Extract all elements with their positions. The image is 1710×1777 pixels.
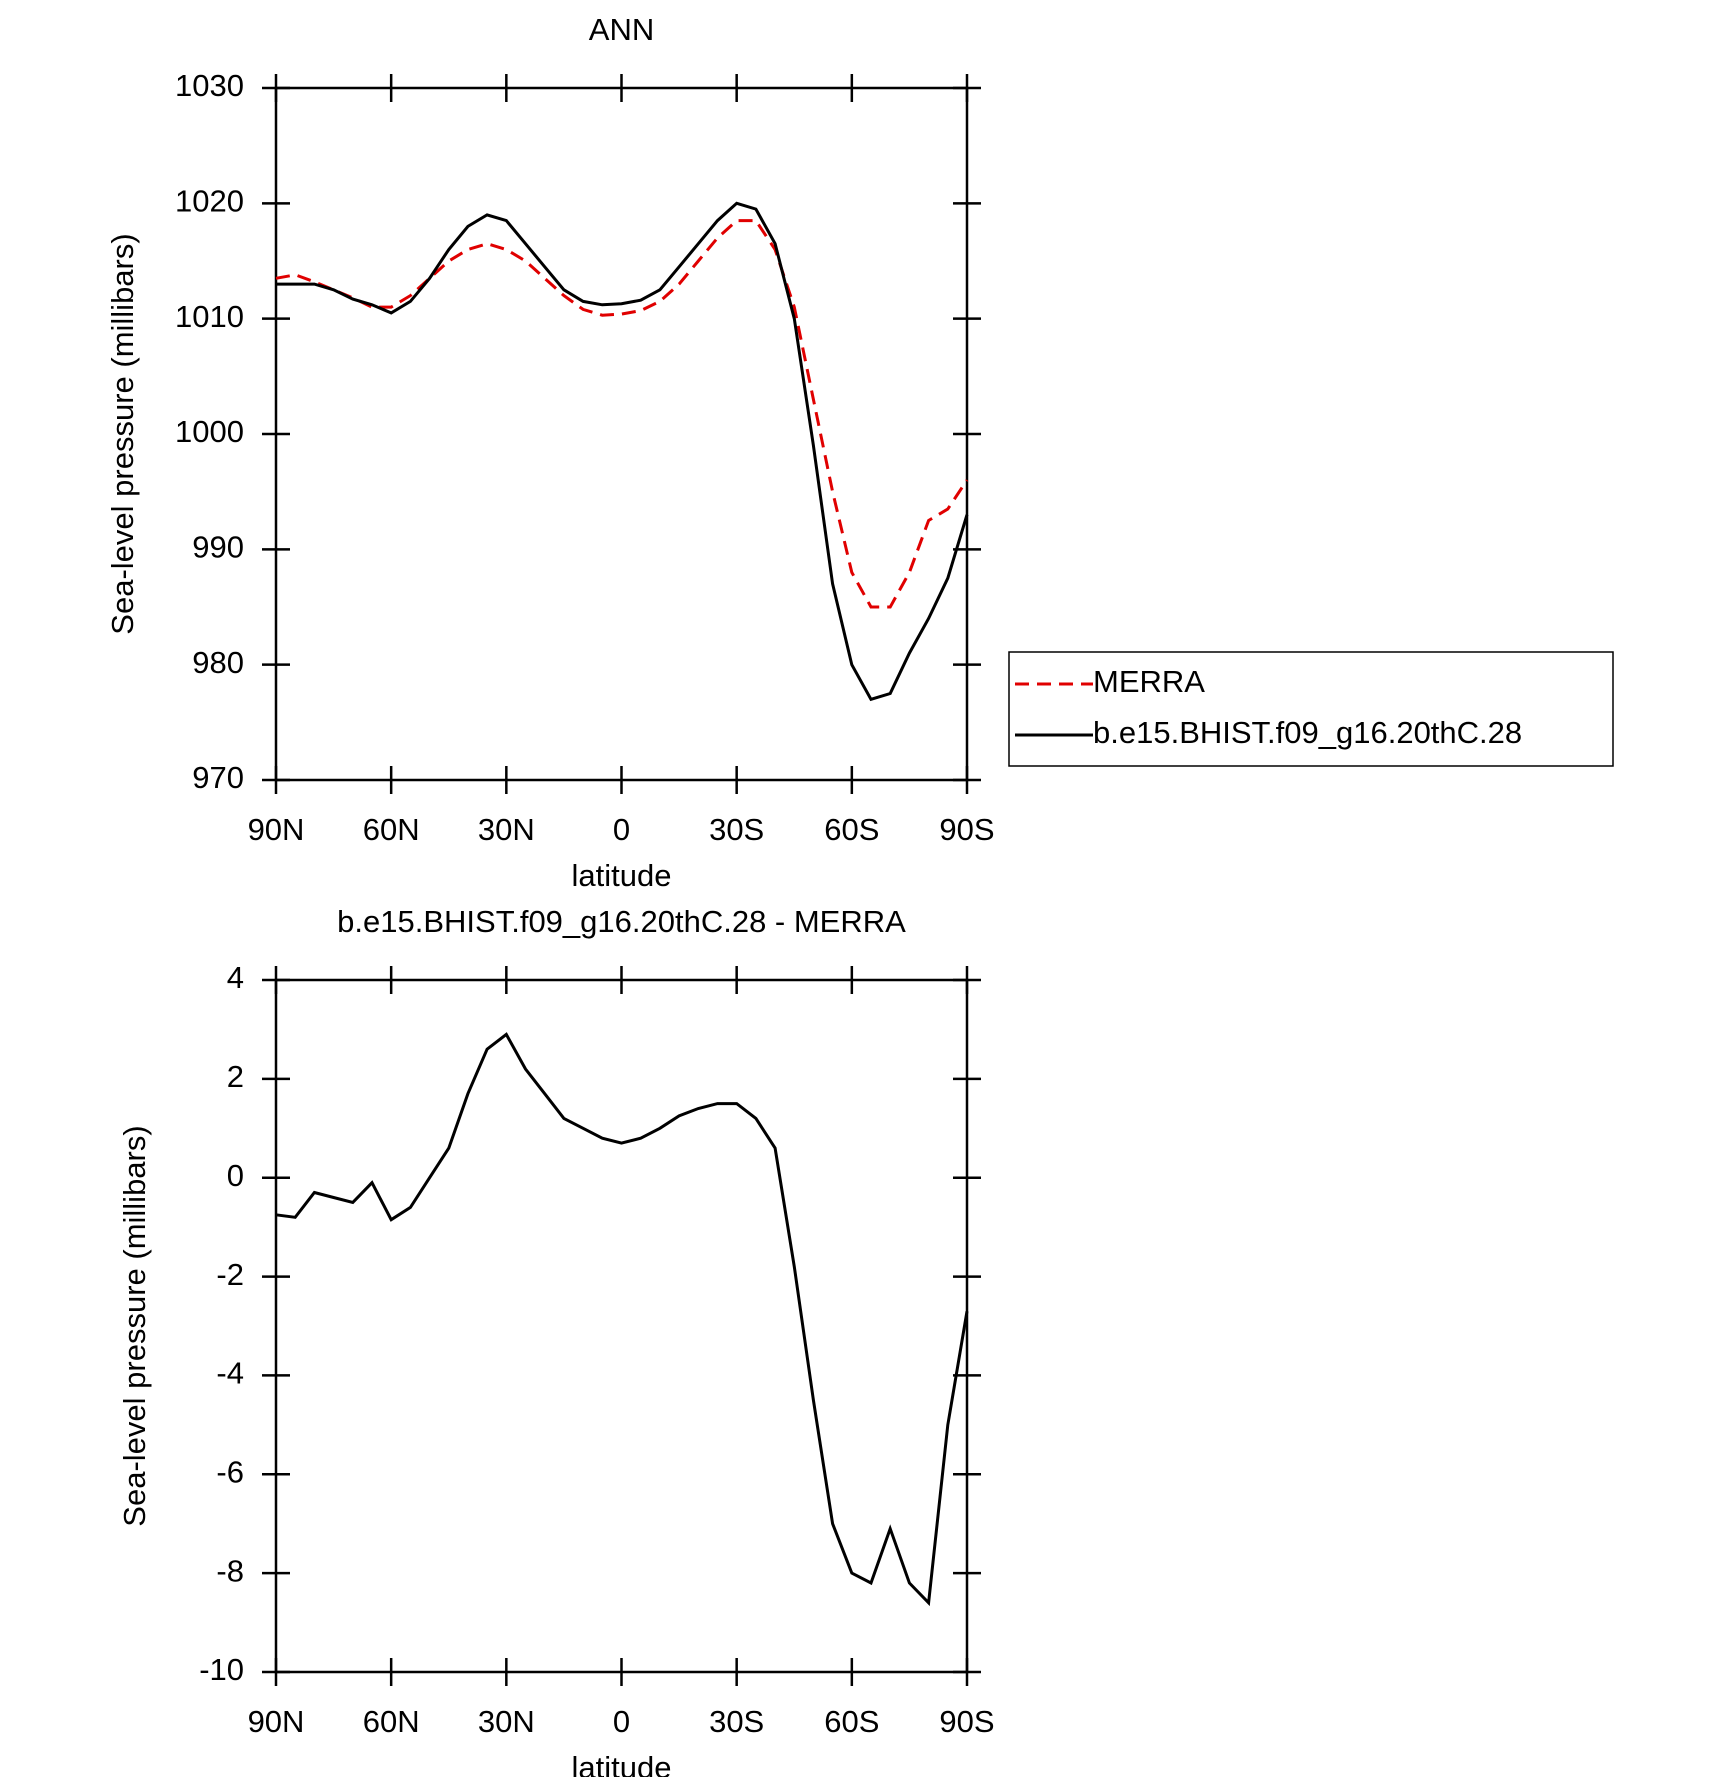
x-tick-label: 90S	[939, 1704, 994, 1739]
x-tick-label: 30N	[478, 812, 535, 847]
x-tick-label: 60S	[824, 812, 879, 847]
x-tick-label: 30S	[709, 1704, 764, 1739]
x-tick-label: 60N	[363, 1704, 420, 1739]
y-axis-label: Sea-level pressure (millibars)	[105, 233, 140, 634]
y-tick-label: 1020	[175, 184, 244, 219]
chart-title: b.e15.BHIST.f09_g16.20thC.28 - MERRA	[337, 904, 906, 939]
y-tick-label: 980	[192, 645, 244, 680]
x-tick-label: 30S	[709, 812, 764, 847]
x-tick-label: 0	[613, 1704, 630, 1739]
x-tick-label: 60S	[824, 1704, 879, 1739]
plot-frame	[274, 86, 969, 782]
x-tick-label: 90S	[939, 812, 994, 847]
y-tick-label: 1000	[175, 414, 244, 449]
legend-label: b.e15.BHIST.f09_g16.20thC.28	[1093, 715, 1522, 750]
x-axis-label: latitude	[572, 858, 672, 893]
plot-frame	[274, 978, 969, 1674]
series-line	[276, 201, 969, 702]
legend-label: MERRA	[1093, 664, 1205, 699]
series-line	[275, 219, 969, 609]
x-tick-label: 90N	[248, 1704, 305, 1739]
x-tick-label: 0	[613, 812, 630, 847]
y-tick-label: -6	[216, 1454, 244, 1489]
y-tick-label: 4	[227, 960, 244, 995]
y-tick-label: 1010	[175, 299, 244, 334]
y-tick-label: -10	[199, 1652, 244, 1687]
y-tick-label: 0	[227, 1158, 244, 1193]
x-tick-label: 90N	[248, 812, 305, 847]
y-tick-label: -2	[216, 1257, 244, 1292]
y-tick-label: -8	[216, 1553, 244, 1588]
y-tick-label: -4	[216, 1356, 244, 1391]
y-tick-label: 990	[192, 530, 244, 565]
y-tick-label: 970	[192, 760, 244, 795]
legend-box	[1008, 651, 1614, 767]
x-tick-label: 60N	[363, 812, 420, 847]
y-axis-label: Sea-level pressure (millibars)	[117, 1125, 152, 1526]
chart-title: ANN	[589, 12, 654, 47]
x-axis-label: latitude	[572, 1750, 672, 1777]
series-line	[275, 1032, 969, 1607]
y-tick-label: 2	[227, 1059, 244, 1094]
x-tick-label: 30N	[478, 1704, 535, 1739]
y-tick-label: 1030	[175, 68, 244, 103]
